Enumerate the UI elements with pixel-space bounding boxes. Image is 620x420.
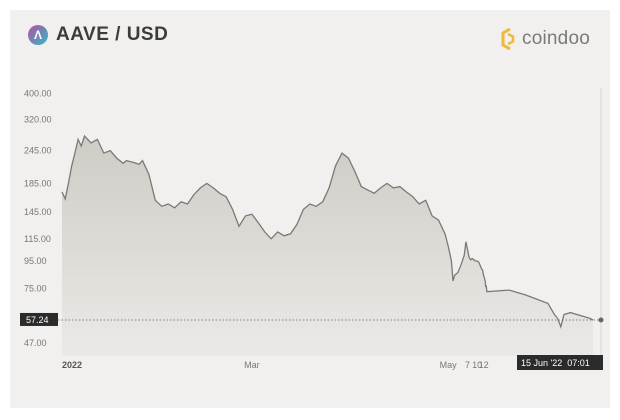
y-tick-label: 145.00 (24, 207, 52, 217)
price-line (61, 134, 594, 329)
x-tick-label: May (440, 360, 458, 370)
header: Λ AAVE / USD (28, 24, 168, 46)
x-tick-label: 2022 (62, 360, 82, 370)
y-tick-label: 95.00 (24, 256, 47, 266)
x-tick-label: 12 (479, 360, 489, 370)
current-time-tag: 15 Jun '22 07:01 (517, 355, 603, 370)
x-tick-label: 7 (465, 360, 470, 370)
y-tick-label: 115.00 (24, 234, 51, 244)
x-tick-label: 10 (472, 360, 482, 370)
current-price-tag: 57.24 (20, 312, 58, 326)
coindoo-logo-icon (501, 28, 515, 50)
price-area (62, 136, 593, 356)
aave-logo-icon: Λ (28, 25, 48, 45)
brand-name: coindoo (522, 28, 590, 49)
x-tick-label: Mar (244, 360, 260, 370)
current-price-label: 57.24 (26, 315, 49, 325)
y-tick-label: 75.00 (24, 284, 47, 294)
current-time-label: 15 Jun '22 07:01 (521, 358, 590, 368)
y-tick-label: 185.00 (24, 178, 52, 188)
brand-logo[interactable]: coindoo (500, 28, 590, 50)
chart-title: AAVE / USD (56, 24, 169, 45)
y-tick-label: 320.00 (24, 115, 52, 125)
current-price-dot (598, 317, 604, 323)
y-tick-label: 245.00 (24, 146, 52, 156)
y-tick-label: 47.00 (24, 338, 47, 348)
y-tick-label: 400.00 (24, 89, 52, 99)
